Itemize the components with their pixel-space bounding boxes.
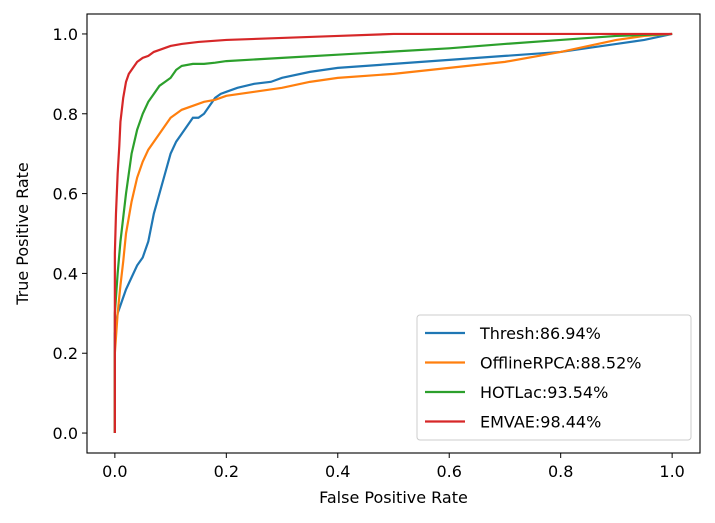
x-tick-label: 0.0: [102, 462, 127, 481]
y-tick-label: 0.4: [53, 264, 78, 283]
y-tick-label: 0.6: [53, 185, 78, 204]
y-tick-label: 0.2: [53, 344, 78, 363]
x-tick-label: 1.0: [659, 462, 684, 481]
legend: Thresh:86.94% OfflineRPCA:88.52% HOTLac:93…: [416, 314, 692, 441]
series-layer: [113, 32, 673, 434]
x-axis-label: False Positive Rate: [319, 488, 468, 507]
y-tick-label: 0.8: [53, 105, 78, 124]
x-tick-label: 0.2: [214, 462, 239, 481]
series-line-0: [113, 32, 673, 434]
legend-label-3: EMVAE:98.44%: [480, 413, 601, 432]
y-tick-label: 1.0: [53, 25, 78, 44]
x-axis-ticks: 0.0 0.2 0.4 0.6 0.8 1.0: [102, 453, 685, 481]
legend-label-0: Thresh:86.94%: [479, 324, 601, 343]
y-tick-label: 0.0: [53, 424, 78, 443]
legend-box: [416, 314, 692, 441]
legend-label-1: OfflineRPCA:88.52%: [480, 354, 642, 373]
legend-label-2: HOTLac:93.54%: [480, 383, 608, 402]
plot-frame: [86, 13, 701, 454]
series-line-3: [113, 32, 673, 434]
y-axis-ticks: 0.0 0.2 0.4 0.6 0.8 1.0: [53, 25, 87, 443]
x-tick-label: 0.8: [548, 462, 573, 481]
x-tick-label: 0.4: [325, 462, 350, 481]
series-line-2: [113, 32, 673, 434]
x-tick-label: 0.6: [437, 462, 462, 481]
series-line-1: [113, 32, 673, 434]
y-axis-label: True Positive Rate: [13, 162, 32, 306]
